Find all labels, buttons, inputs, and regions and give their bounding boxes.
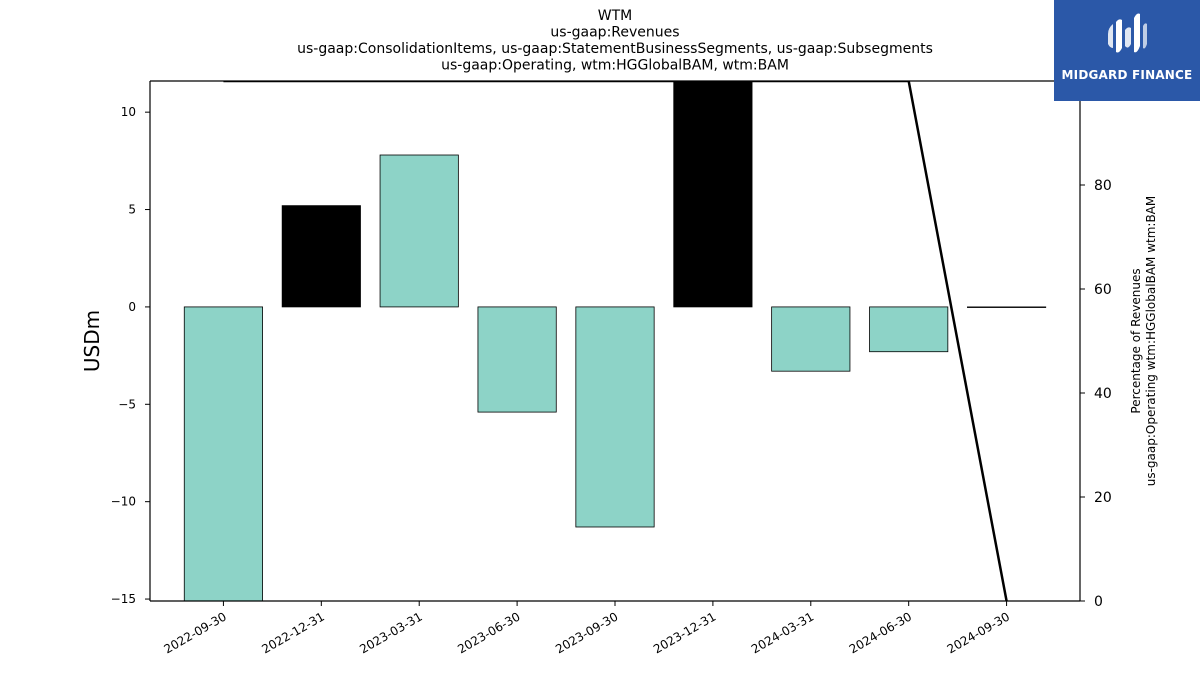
- ytick-right-label: 20: [1094, 490, 1112, 506]
- ytick-label: 0: [128, 300, 136, 314]
- xtick-label: 2023-03-31: [357, 609, 424, 656]
- xtick-label: 2023-06-30: [455, 609, 522, 656]
- brand-logo: MIDGARD FINANCE: [1054, 0, 1200, 101]
- xtick-label: 2023-12-31: [651, 609, 718, 656]
- xtick-label: 2022-12-31: [259, 609, 326, 656]
- ytick-right-label: 80: [1094, 178, 1112, 194]
- bar-2022-09-30: [183, 306, 263, 601]
- ytick-right-label: 0: [1094, 594, 1103, 610]
- y-axis-right-label: Percentage of Revenues: [1129, 268, 1143, 413]
- midgard-logo-icon: [1108, 13, 1147, 53]
- ytick-right-label: 40: [1094, 386, 1112, 402]
- chart-title-line: us-gaap:Revenues: [550, 25, 679, 41]
- bar-2024-06-30: [869, 306, 949, 353]
- bar-2023-12-31: [673, 81, 753, 308]
- logo-text: MIDGARD FINANCE: [1061, 68, 1193, 82]
- ytick-label: −10: [111, 495, 136, 509]
- bar-2024-09-30: [967, 306, 1047, 308]
- ytick-right-label: 60: [1094, 282, 1112, 298]
- chart-title-line: us-gaap:ConsolidationItems, us-gaap:Stat…: [297, 41, 933, 57]
- bar-2024-03-31: [771, 306, 851, 372]
- y-axis-right-label: us-gaap:Operating wtm:HGGlobalBAM wtm:BA…: [1144, 196, 1158, 487]
- xtick-label: 2022-09-30: [162, 609, 229, 656]
- xtick-label: 2024-03-31: [749, 609, 816, 656]
- xtick-label: 2024-09-30: [945, 609, 1012, 656]
- bar-2023-03-31: [379, 154, 459, 308]
- bar-2022-12-31: [281, 205, 361, 308]
- chart-title-line: us-gaap:Operating, wtm:HGGlobalBAM, wtm:…: [441, 58, 789, 74]
- ytick-label: −15: [111, 592, 136, 606]
- ytick-label: 10: [121, 105, 136, 119]
- xtick-label: 2023-09-30: [553, 609, 620, 656]
- ytick-label: 5: [128, 203, 136, 217]
- bar-2023-06-30: [477, 306, 557, 413]
- ytick-label: −5: [118, 397, 136, 411]
- xtick-label: 2024-06-30: [847, 609, 914, 656]
- bar-2023-09-30: [575, 306, 655, 528]
- chart-title-line: WTM: [598, 8, 632, 24]
- y-axis-label: USDm: [80, 310, 104, 372]
